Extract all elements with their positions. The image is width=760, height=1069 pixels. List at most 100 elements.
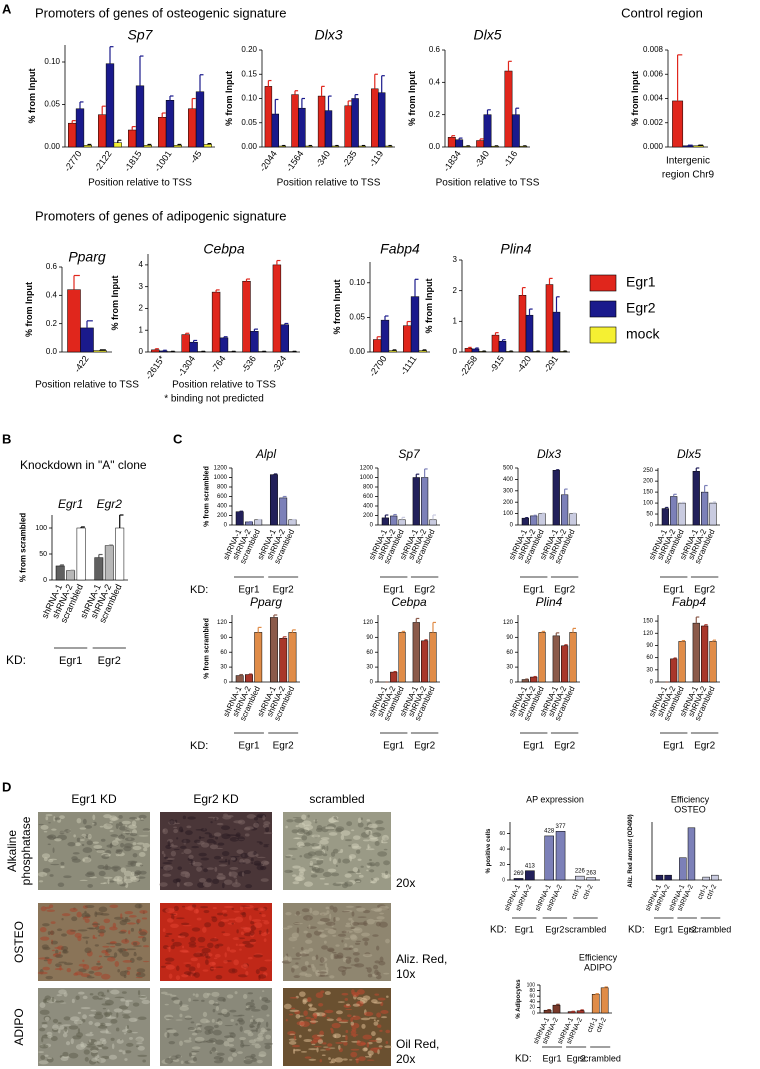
micrograph-texture [229, 949, 237, 953]
y-tick-label: 0 [650, 680, 654, 686]
bar [530, 676, 538, 683]
micrograph-texture [115, 1027, 120, 1032]
micrograph-texture [203, 868, 208, 873]
y-axis-label: % from scrambled [204, 618, 211, 679]
micrograph-texture [132, 1002, 140, 1007]
micrograph-texture [349, 934, 357, 940]
micrograph-texture [373, 1019, 376, 1022]
row-label: Alkaline [5, 830, 19, 872]
micrograph-texture [231, 907, 235, 910]
bar [288, 632, 297, 683]
micrograph-texture [96, 962, 101, 966]
micrograph-texture [86, 927, 94, 930]
bar [269, 474, 278, 526]
micrograph-texture [234, 991, 238, 995]
micrograph-texture [118, 821, 123, 827]
micrograph-texture [86, 976, 95, 979]
micrograph-texture [50, 863, 60, 866]
micrograph-texture [223, 913, 228, 917]
micrograph-texture [332, 906, 338, 913]
micrograph-texture [67, 841, 76, 847]
group-label: scrambled [690, 924, 732, 934]
micrograph-texture [371, 1031, 376, 1037]
bar [242, 280, 251, 353]
micrograph-texture [221, 833, 231, 840]
micrograph-texture [214, 817, 217, 821]
micrograph-texture [243, 1058, 253, 1065]
y-tick-label: 0.0 [429, 142, 441, 151]
chart-title: Control region [621, 5, 703, 20]
micrograph-texture [370, 878, 374, 881]
micrograph-texture [120, 998, 125, 1002]
micrograph-texture [374, 841, 380, 846]
micrograph-texture [381, 834, 389, 841]
micrograph-texture [140, 819, 144, 821]
micrograph-texture [374, 1050, 378, 1053]
micrograph-texture [90, 1009, 97, 1012]
micrograph-texture [341, 1035, 346, 1037]
micrograph-texture [241, 1044, 251, 1047]
x-tick-label: -116 [501, 149, 519, 169]
chart-title: AP expression [526, 794, 584, 804]
magnification: 20x [396, 1052, 415, 1066]
micrograph-texture [344, 997, 349, 1001]
micrograph-texture [357, 858, 362, 862]
micrograph-texture [240, 905, 251, 907]
micrograph-texture [200, 905, 209, 909]
micrograph-texture [351, 829, 355, 832]
bar [195, 91, 205, 148]
y-tick-label: 600 [217, 494, 228, 500]
micrograph-texture [330, 851, 336, 857]
micrograph-texture [124, 1058, 128, 1061]
micrograph-texture [323, 1046, 329, 1048]
micrograph-texture [266, 928, 269, 934]
micrograph-texture [57, 882, 65, 887]
micrograph-texture [367, 823, 378, 829]
micrograph-texture [348, 1059, 353, 1061]
bar [68, 122, 77, 148]
micrograph-texture [83, 1049, 90, 1055]
micrograph-texture [84, 825, 92, 829]
bar [219, 337, 229, 353]
micrograph-texture [264, 999, 271, 1004]
bar [143, 145, 152, 148]
group-label: Egr2 [98, 655, 121, 667]
micrograph-texture [107, 878, 110, 885]
bar [55, 565, 65, 581]
y-tick-label: 0.002 [643, 118, 664, 127]
micrograph-texture [242, 993, 248, 1000]
micrograph-texture [97, 929, 106, 934]
micrograph-texture [114, 960, 120, 967]
bar [464, 348, 473, 353]
micrograph-texture [344, 873, 352, 878]
micrograph-texture [377, 997, 386, 1001]
micrograph-texture [364, 1056, 370, 1058]
chart-title: ADIPO [584, 962, 612, 972]
micrograph-texture [46, 1031, 53, 1037]
micrograph-texture [247, 992, 254, 995]
micrograph-texture [332, 1033, 342, 1039]
y-tick-label: 0.6 [46, 262, 58, 271]
micrograph-texture [301, 908, 310, 913]
micrograph-texture [97, 1025, 108, 1029]
micrograph-texture [305, 832, 311, 836]
micrograph-texture [350, 927, 355, 929]
micrograph-texture [238, 862, 247, 864]
micrograph-texture [181, 838, 191, 844]
micrograph-texture [113, 952, 118, 958]
micrograph-texture [92, 995, 99, 1000]
bar [701, 491, 709, 526]
bar [66, 570, 76, 581]
micrograph-texture [129, 816, 138, 820]
micrograph-texture [372, 934, 379, 937]
micrograph-texture [189, 936, 196, 942]
micrograph-texture [328, 1047, 336, 1049]
micrograph-texture [78, 991, 85, 995]
group-label: scrambled [579, 1053, 621, 1063]
micrograph-texture [123, 975, 127, 979]
bar [291, 94, 299, 148]
micrograph-texture [191, 1046, 201, 1050]
micrograph-texture [385, 938, 390, 944]
micrograph-texture [351, 843, 360, 849]
micrograph-texture [340, 848, 344, 853]
